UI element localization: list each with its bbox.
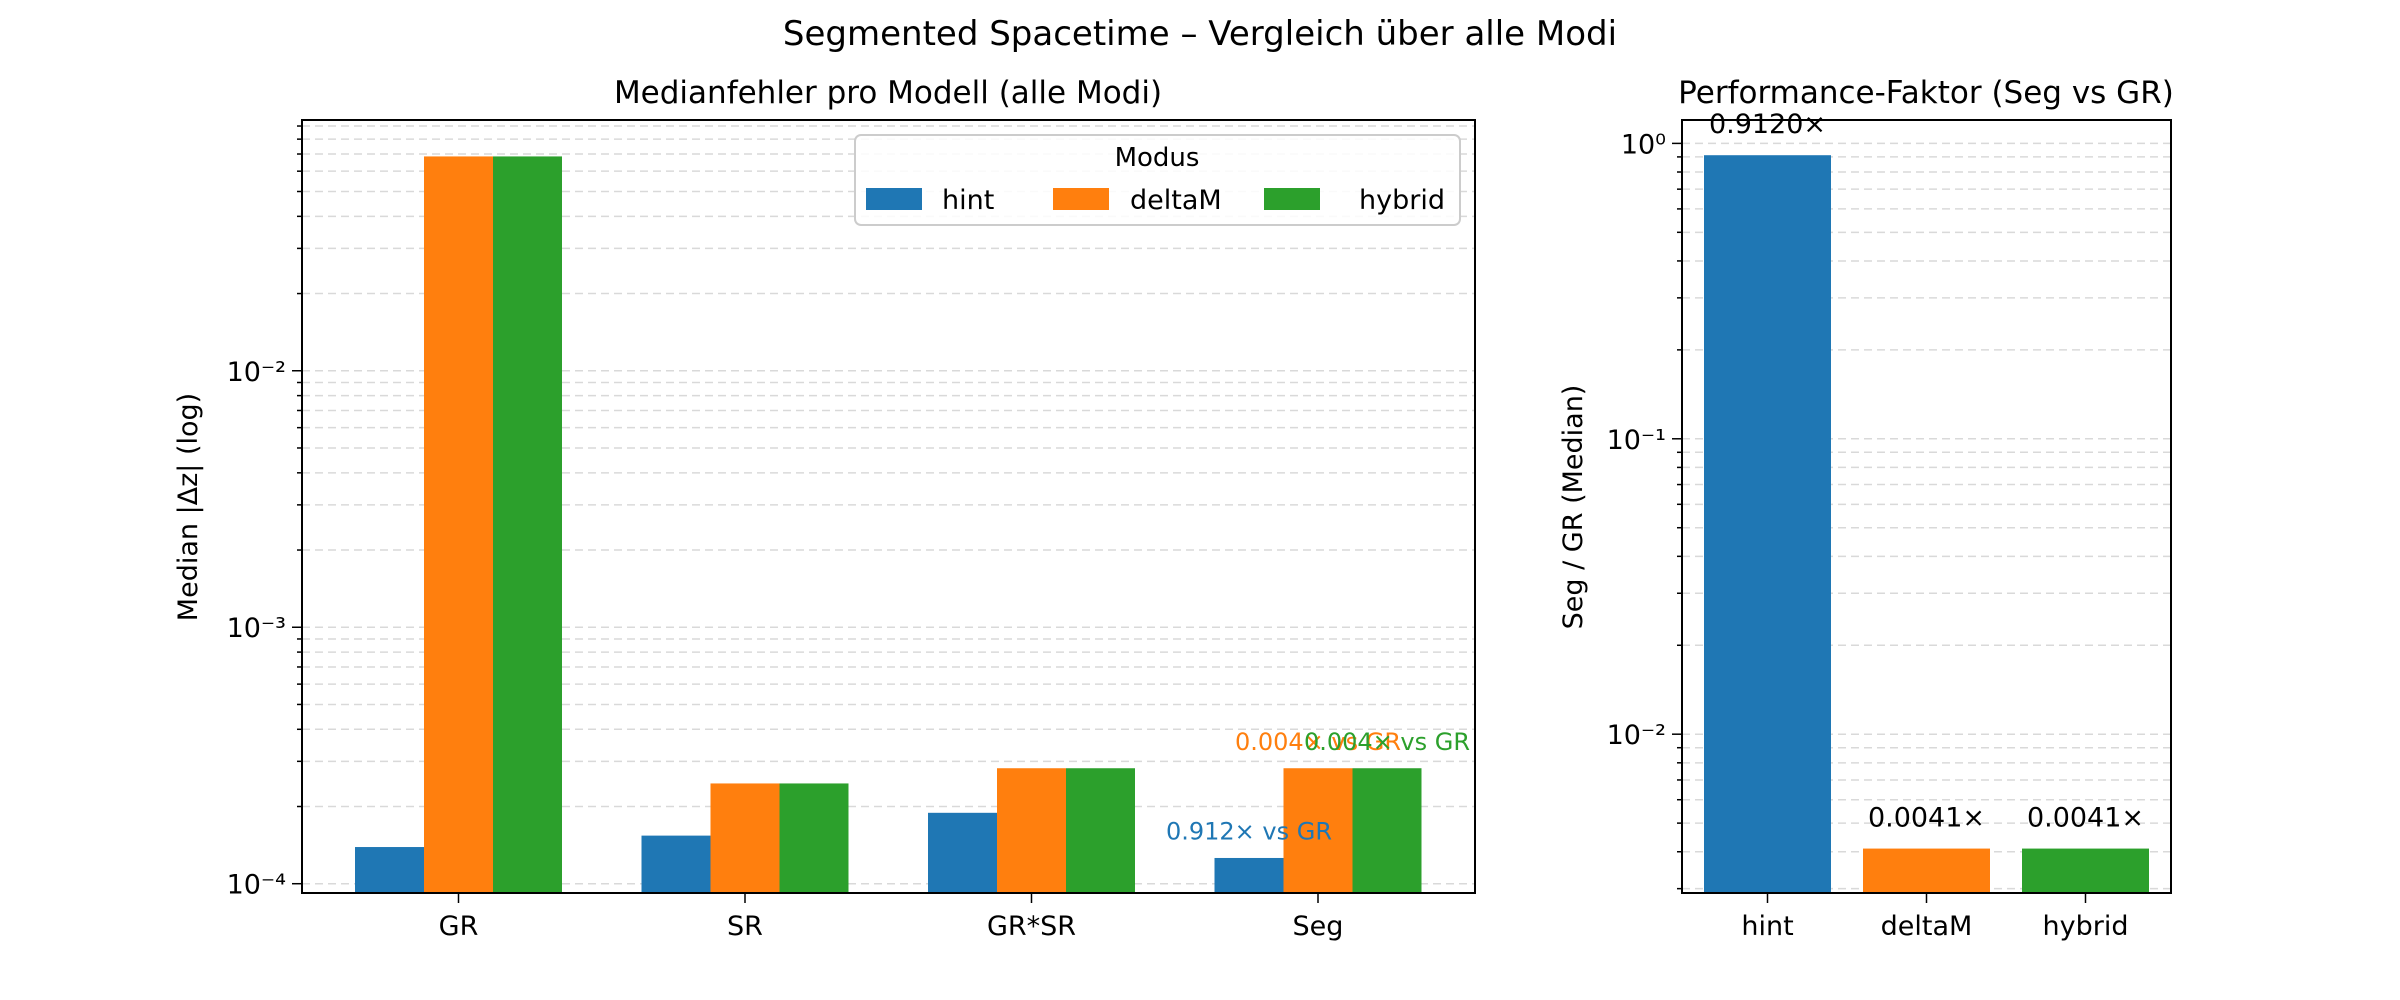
data-label-deltaM: 0.0041×: [1868, 803, 1985, 834]
bar-hint-GR: [355, 847, 424, 893]
right-y-ticks: 10⁻² 10⁻¹ 10⁰: [1607, 129, 1682, 890]
right-chart-title: Performance-Faktor (Seg vs GR): [1678, 75, 2174, 111]
left-bars: [355, 156, 1422, 893]
bar-deltaM: [1863, 848, 1990, 893]
median-error-panel: 0.912× vs GR 0.004× vs GR0.004× vs GR 10⁻…: [173, 75, 1476, 942]
right-y-axis-label: Seg / GR (Median): [1558, 385, 1589, 630]
y-tick-label: 10⁰: [1621, 129, 1666, 160]
bar-deltaM-GR: [424, 156, 493, 893]
legend-label-deltaM: deltaM: [1130, 185, 1222, 216]
left-annotations: 0.912× vs GR 0.004× vs GR0.004× vs GR: [1166, 728, 1470, 846]
annotation-hybrid: 0.004× vs GR: [1304, 728, 1470, 756]
y-tick-label: 10⁻²: [1607, 720, 1666, 751]
legend-swatch-hint: [866, 188, 922, 210]
right-bars: [1704, 155, 2149, 893]
bar-hybrid: [2022, 848, 2149, 893]
figure-suptitle: Segmented Spacetime – Vergleich über all…: [783, 14, 1617, 54]
y-tick-label: 10⁻³: [227, 613, 286, 644]
x-tick-label: GR*SR: [987, 911, 1076, 942]
y-tick-label: 10⁻¹: [1607, 425, 1666, 456]
legend-swatch-deltaM: [1053, 188, 1109, 210]
left-x-ticks: GR SR GR*SR Seg: [439, 893, 1344, 942]
bar-hint-Seg: [1214, 857, 1284, 893]
legend-entry-deltaM: deltaM: [1053, 185, 1222, 216]
legend-entry-hint: hint: [866, 185, 994, 216]
left-y-ticks: 10⁻⁴ 10⁻³ 10⁻²: [227, 125, 302, 901]
data-label-hint: 0.9120×: [1709, 109, 1826, 140]
performance-factor-panel: 0.9120× 0.0041× 0.0041× 10⁻² 10⁻¹ 10⁰ hint de…: [1558, 75, 2174, 942]
bar-deltaM-SR: [710, 783, 780, 893]
legend-title: Modus: [1115, 143, 1200, 173]
right-x-ticks: hint deltaM hybrid: [1741, 893, 2128, 942]
x-tick-label: SR: [727, 911, 763, 942]
bar-hybrid-SR: [779, 783, 849, 893]
right-data-labels: 0.9120× 0.0041× 0.0041×: [1709, 109, 2144, 833]
y-tick-label: 10⁻⁴: [227, 870, 286, 901]
left-y-axis-label: Median |Δz| (log): [173, 393, 204, 621]
bar-hybrid-GR: [493, 156, 562, 893]
y-tick-label: 10⁻²: [227, 357, 286, 388]
legend: Modus hint deltaM hybrid: [854, 134, 1461, 226]
data-label-hybrid: 0.0041×: [2027, 803, 2144, 834]
x-tick-label: hybrid: [2043, 911, 2129, 942]
bar-hybrid-GRxSR: [1066, 768, 1135, 893]
bar-deltaM-Seg: [1283, 768, 1353, 893]
x-tick-label: deltaM: [1881, 911, 1973, 942]
bar-deltaM-GRxSR: [997, 768, 1066, 893]
bar-hybrid-Seg: [1352, 768, 1422, 893]
x-tick-label: hint: [1741, 911, 1793, 942]
bar-hint: [1704, 155, 1831, 893]
bar-hint-SR: [641, 835, 711, 893]
legend-swatch-hybrid: [1264, 188, 1320, 210]
annotation-deltaM: 0.004× vs GR: [1235, 728, 1401, 756]
annotation-hint: 0.912× vs GR: [1166, 818, 1332, 846]
x-tick-label: Seg: [1293, 911, 1344, 942]
left-axes-frame: [301, 119, 1476, 894]
x-tick-label: GR: [439, 911, 479, 942]
legend-label-hybrid: hybrid: [1359, 185, 1445, 216]
legend-label-hint: hint: [942, 185, 994, 216]
legend-entry-hybrid: hybrid: [1264, 185, 1445, 216]
bar-hint-GRxSR: [928, 812, 997, 893]
left-chart-title: Medianfehler pro Modell (alle Modi): [614, 75, 1162, 111]
